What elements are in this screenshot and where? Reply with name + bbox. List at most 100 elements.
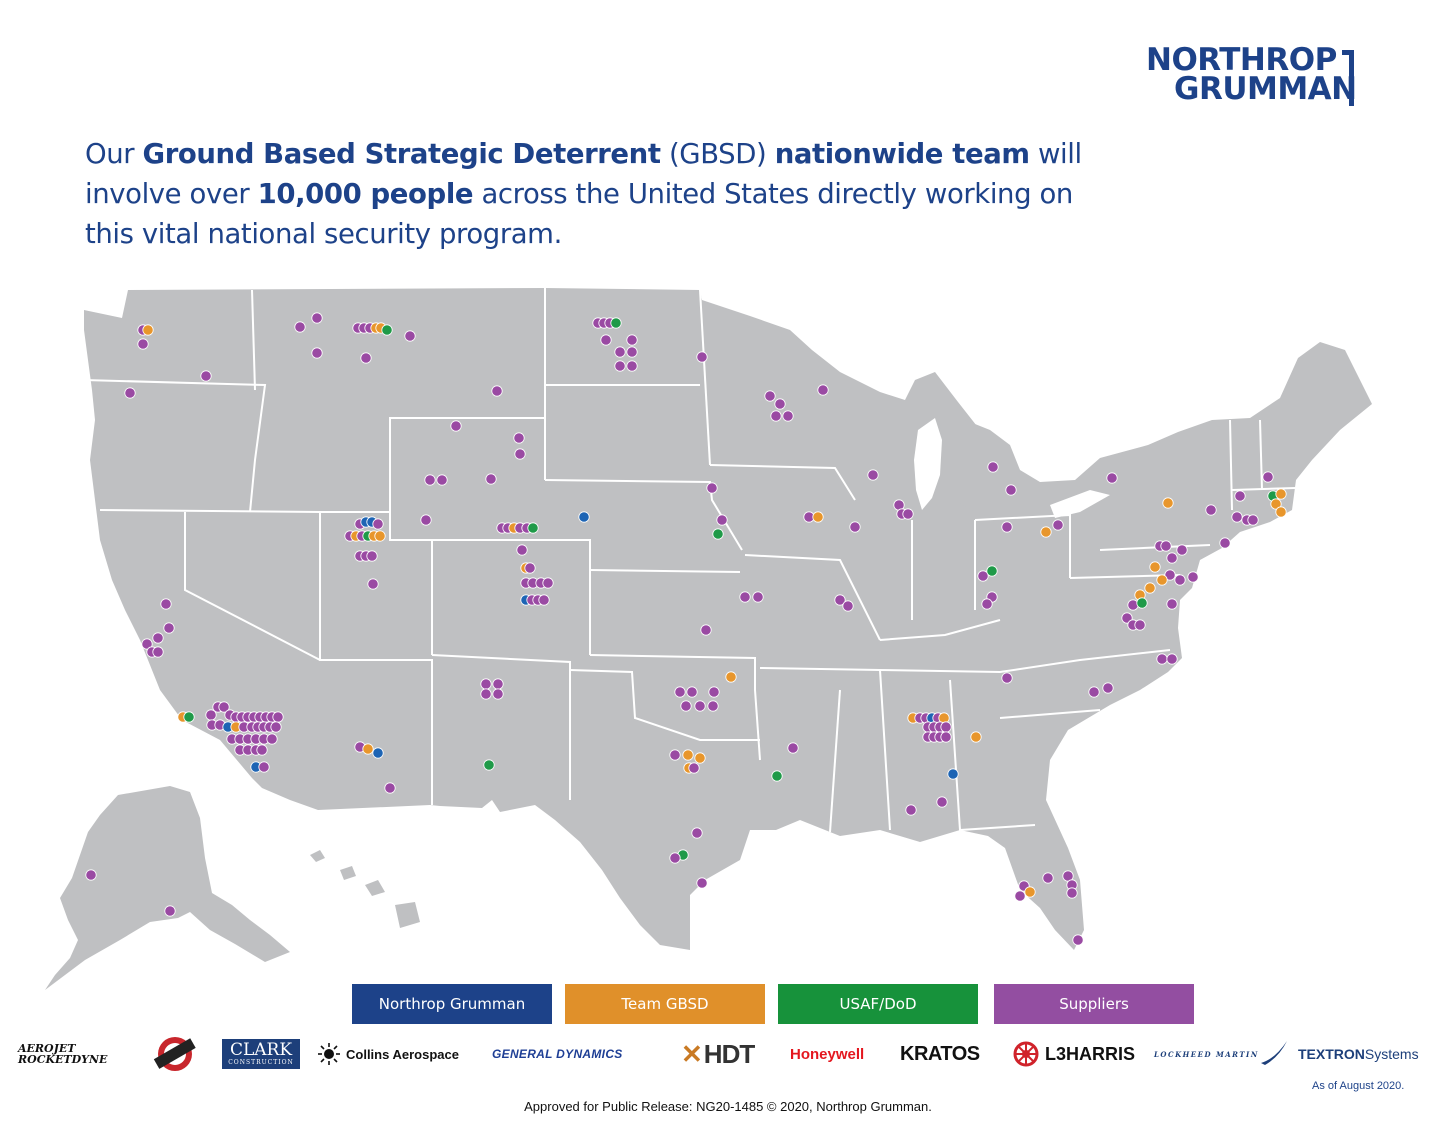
site-marker [450,420,462,432]
legend-team-gbsd: Team GBSD [565,984,765,1024]
site-marker [542,577,554,589]
site-marker [160,598,172,610]
site-marker [218,701,230,713]
site-marker [1088,686,1100,698]
site-marker [164,905,176,917]
us-map-svg [45,288,1372,990]
site-marker [367,578,379,590]
site-marker [1270,498,1282,510]
site-marker [970,731,982,743]
honeywell-logo: Honeywell [790,1045,865,1063]
site-marker [483,759,495,771]
site-marker [1001,672,1013,684]
site-marker [1234,490,1246,502]
site-marker [527,522,539,534]
site-marker [1072,934,1084,946]
site-marker [270,721,282,733]
site-marker [137,338,149,350]
site-marker [436,474,448,486]
site-marker [1262,471,1274,483]
site-marker [940,731,952,743]
site-marker [152,646,164,658]
site-marker [867,469,879,481]
site-marker [686,686,698,698]
site-marker [372,747,384,759]
site-marker [682,749,694,761]
site-marker [834,594,846,606]
site-marker [366,550,378,562]
site-marker [124,387,136,399]
l3harris-logo: L3HARRIS [1012,1034,1135,1074]
site-marker [524,562,536,574]
l3harris-text: L3HARRIS [1045,1043,1136,1064]
clark-box: CLARK CONSTRUCTION [222,1039,300,1069]
site-marker [1127,599,1139,611]
contiguous-us-shape [84,288,1372,950]
site-marker [384,782,396,794]
site-marker [610,317,622,329]
site-marker [1166,552,1178,564]
site-marker [694,752,706,764]
alaska-shape [45,786,290,990]
site-marker [420,514,432,526]
northrop-grumman-logo: NORTHROP GRUMMAN [1146,45,1406,108]
general-dynamics-logo: GENERAL DYNAMICS [492,1047,623,1061]
site-marker [256,744,268,756]
site-marker [258,761,270,773]
collins-text: Collins Aerospace [346,1046,459,1062]
site-marker [696,351,708,363]
site-marker [200,370,212,382]
site-marker [700,624,712,636]
site-marker [940,721,952,733]
site-marker [600,334,612,346]
land-shapes [45,288,1372,990]
site-marker [1187,571,1199,583]
site-marker [294,321,306,333]
legend-suppliers: Suppliers [994,984,1194,1024]
site-marker [812,511,824,523]
site-marker [141,638,153,650]
site-marker [694,700,706,712]
textron-systems-text: Systems [1364,1046,1419,1062]
site-marker [513,432,525,444]
site-marker [986,565,998,577]
headline-bold-3: 10,000 people [257,178,474,210]
site-marker [516,544,528,556]
site-marker [614,360,626,372]
site-marker [1001,521,1013,533]
as-of-date: As of August 2020. [1312,1080,1405,1092]
site-marker [480,678,492,690]
site-marker [774,398,786,410]
round-badge-logo [148,1034,202,1074]
site-marker [716,514,728,526]
headline: Our Ground Based Strategic Deterrent (GB… [85,134,1095,254]
hdt-x-icon: ✕ [681,1038,703,1069]
headline-bold-2: nationwide team [774,138,1030,170]
site-marker [696,877,708,889]
headline-text-2: (GBSD) [660,138,775,170]
site-marker [674,686,686,698]
collins-sun-icon [318,1043,340,1065]
legend-usaf-dod: USAF/DoD [778,984,978,1024]
site-marker [514,448,526,460]
site-marker [485,473,497,485]
clark-subtext: CONSTRUCTION [228,1059,294,1066]
l3harris-gear-icon [1013,1041,1039,1067]
kratos-logo: KRATOS [900,1042,980,1065]
clark-text: CLARK [229,1040,293,1060]
lockheed-text: LOCKHEED MARTIN [1154,1049,1259,1059]
site-marker [1219,537,1231,549]
logo-bracket-icon [1342,50,1354,106]
site-marker [817,384,829,396]
hawaii-shape [310,850,420,928]
site-marker [1014,890,1026,902]
headline-bold-1: Ground Based Strategic Deterrent [142,138,661,170]
site-marker [360,352,372,364]
site-marker [706,482,718,494]
site-marker [947,768,959,780]
michigan-shape [940,420,1020,518]
site-marker [142,324,154,336]
site-marker [1275,488,1287,500]
site-marker [492,688,504,700]
site-marker [614,346,626,358]
